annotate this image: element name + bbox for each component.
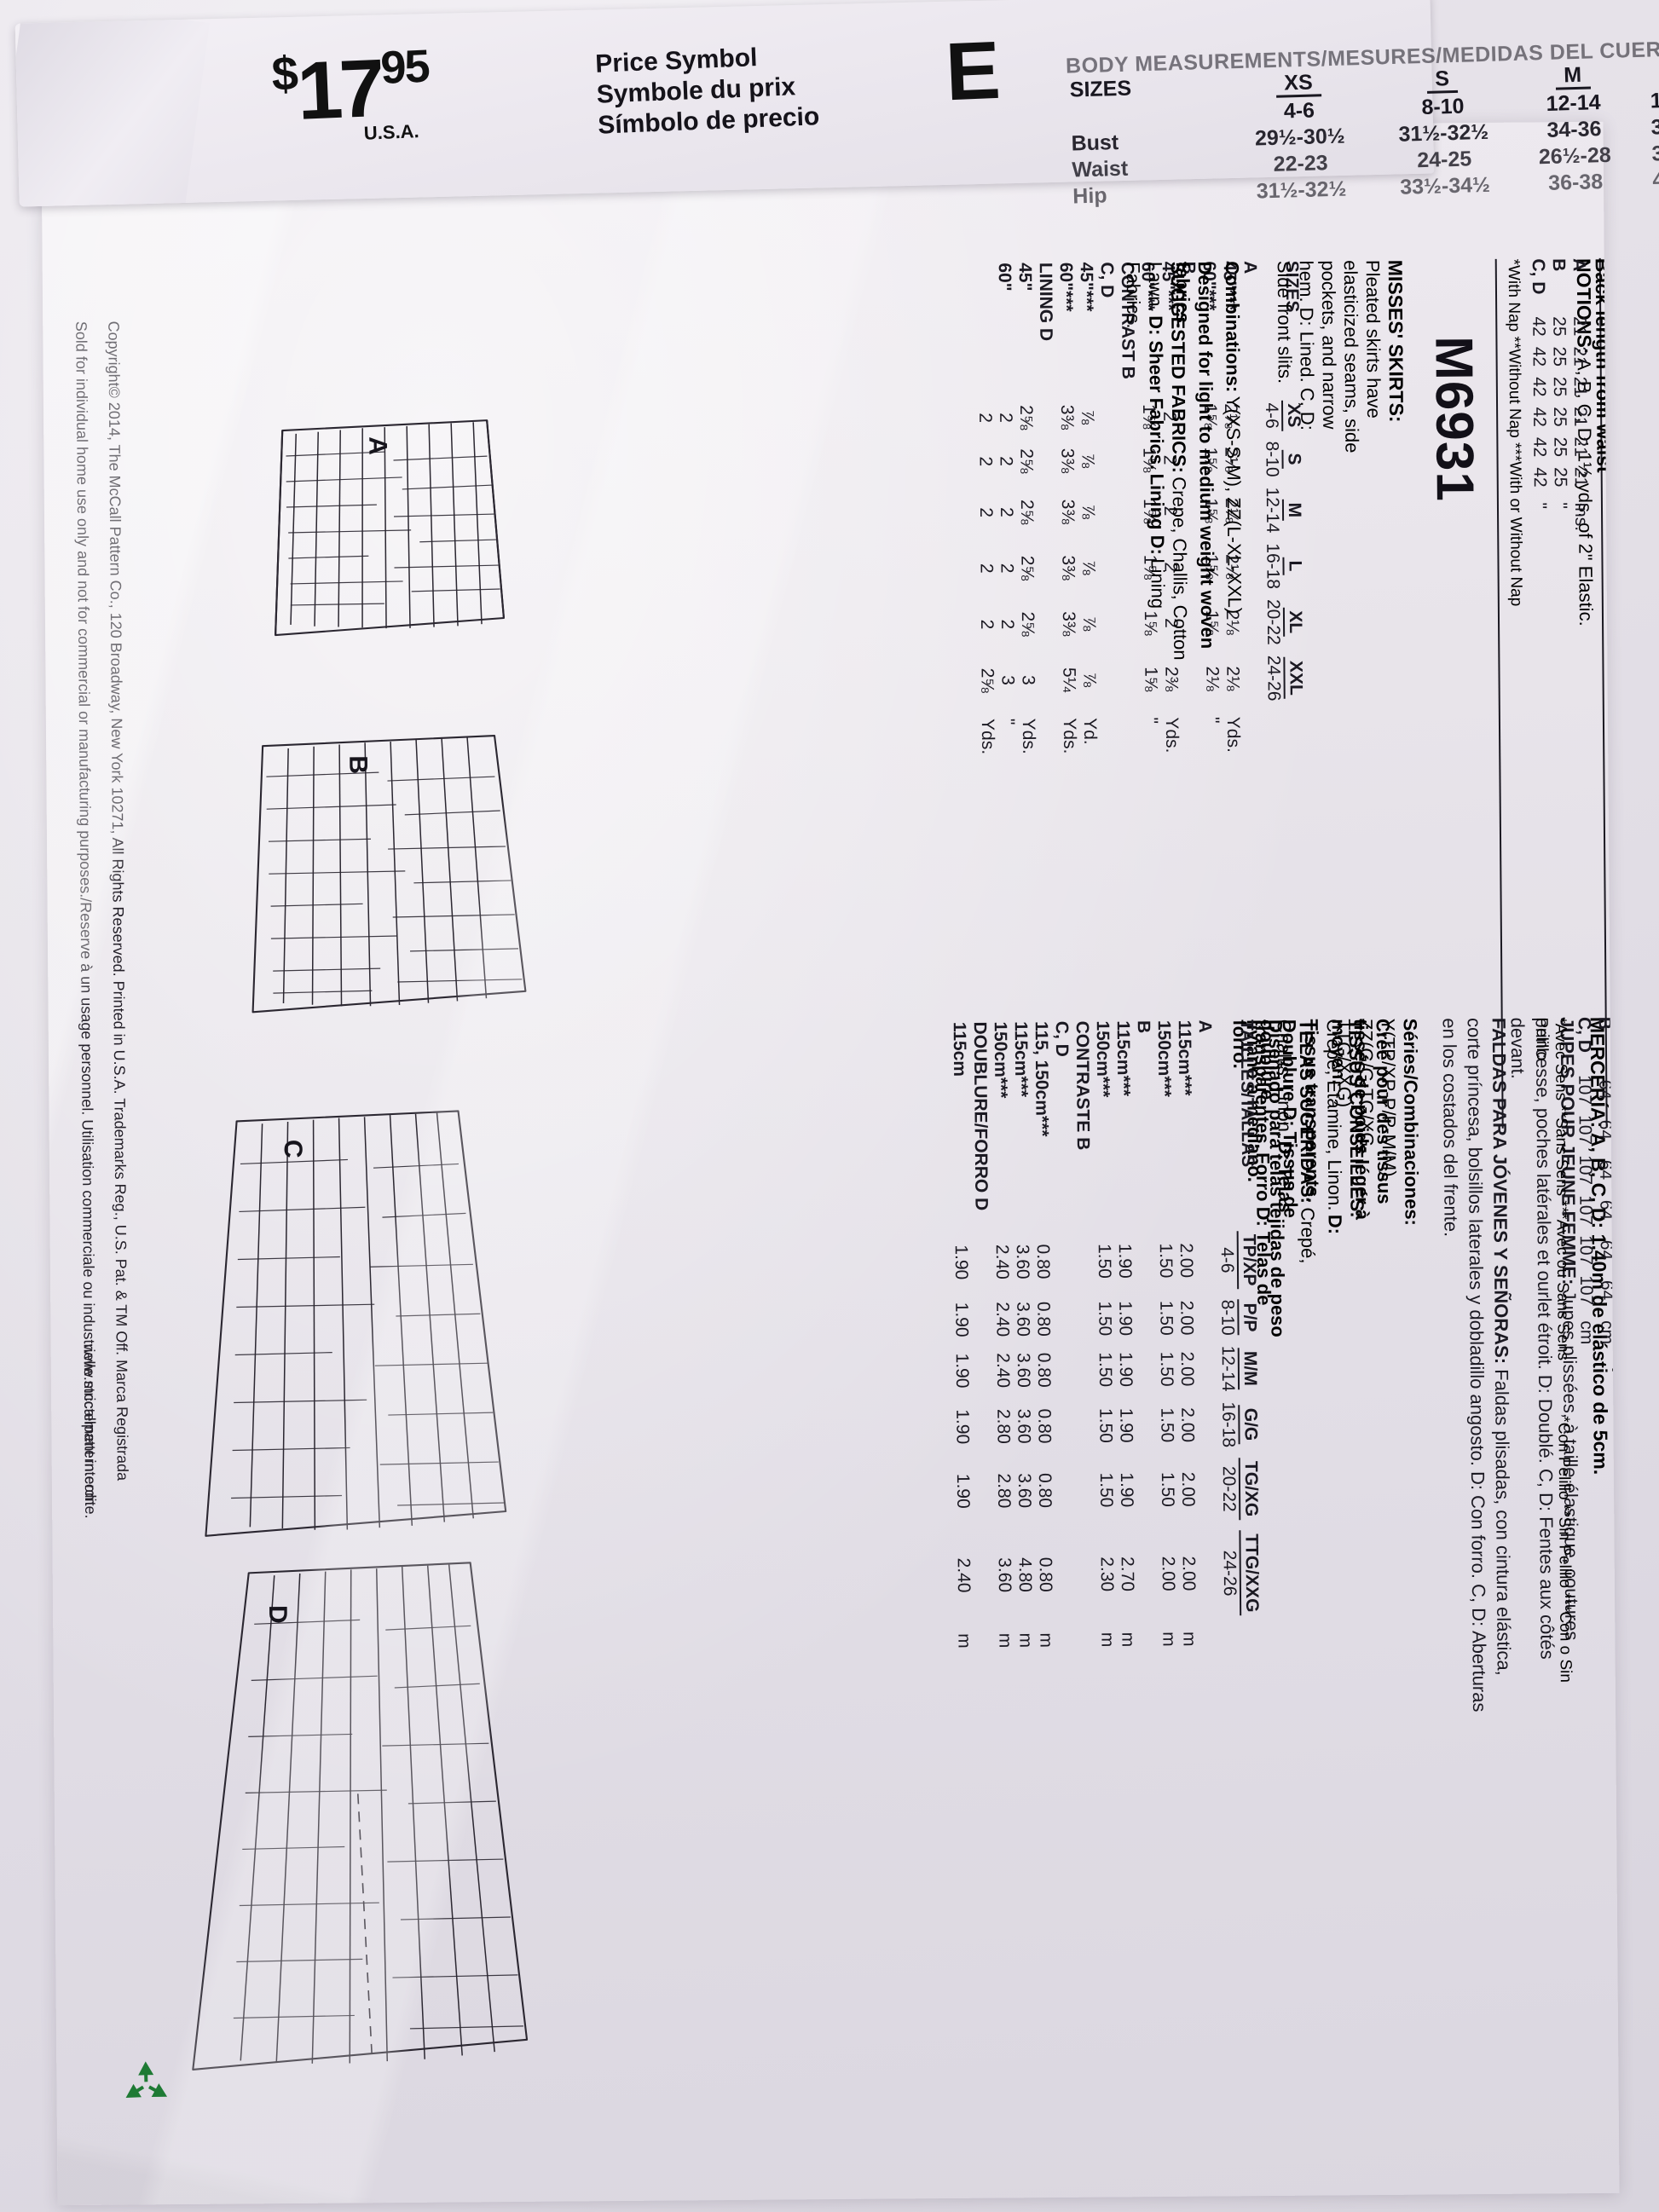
price-symbol-letter: E xyxy=(944,24,1003,118)
nap-note: *With Nap **Without Nap ***With or Witho… xyxy=(1504,258,1525,607)
size-col: S xyxy=(1370,64,1514,96)
view-label-b: B xyxy=(344,755,373,775)
table-row: 60"*** 3⅜ 3⅜ 3⅜ 3⅜ 3⅜ 5¼ Yds. xyxy=(1055,262,1080,754)
skirt-line-drawings: A B C D xyxy=(146,367,807,2128)
finished-title: FINISHED GARMENT MEASUREMENTS xyxy=(1616,257,1620,627)
pattern-desc-en: Pleated skirts have elasticized seams, s… xyxy=(1273,259,1385,453)
view-label-a: A xyxy=(363,436,392,455)
table-row: B 64 64 64 64 64 64 cm xyxy=(1594,1016,1617,1345)
pattern-envelope-back: A B C D SIZES XS S M L XL XXL xyxy=(41,121,1620,2206)
finished-table: A 21 21 21 21 21 21 Ins. B 25 25 25 25 25 25 "… xyxy=(1528,258,1592,542)
yardage-table-metric: TAILLES/TALLAS TP/XP P/P M/M G/G TG/XG T… xyxy=(949,1019,1263,1659)
table-row: A 54 54 54 54 54 54 cm xyxy=(1615,1016,1620,1345)
price-cents: 95 xyxy=(379,40,430,94)
body-measurements-chart: BODY MEASUREMENTS/MESURES/MEDIDAS DEL CU… xyxy=(1066,27,1659,210)
table-row: C, D 42 42 42 42 42 42 " xyxy=(1528,258,1550,510)
title-es: FALDAS PARA JÓVENES Y SEÑORAS: xyxy=(1488,1017,1512,1365)
finished-metric-table: A 54 54 54 54 54 54 cm B 64 64 64 64 64 64 cm … xyxy=(1574,1017,1620,1355)
table-row: B 25 25 25 25 25 25 " xyxy=(1548,258,1570,509)
lining-label: Lining D: xyxy=(1146,473,1169,555)
finished-metric: MESURES DU VÊTEMENT FINI/MEDIDAS DE LA P… xyxy=(1532,1016,1620,1724)
nap-note-fr: *Avec Sens **Sans Sens ***Avec ou Sans S… xyxy=(1551,1017,1572,1361)
copyright-text: Copyright© 2014, The McCall Pattern Co.,… xyxy=(105,321,131,1481)
view-label-d: D xyxy=(263,1604,292,1624)
price-tag: $1795 U.S.A. xyxy=(270,40,431,148)
pattern-title-en: MISSES' SKIRTS: xyxy=(1384,259,1408,423)
sizes-label: SIZES xyxy=(1069,76,1132,102)
table-row: LINING D xyxy=(1035,262,1056,342)
combinations-label: Combinations: xyxy=(1221,261,1244,393)
finished-subtitle: Back length from waist xyxy=(1591,257,1616,473)
price-dollar-sign: $ xyxy=(270,45,298,101)
metric-table: TAILLES/TALLAS TP/XP P/P M/M G/G TG/XG T… xyxy=(949,1019,1263,1659)
price-symbol-labels: Price Symbol Symbole du prix Símbolo de … xyxy=(595,40,820,141)
suggested-fabrics-label: SUGGESTED FABRICS: xyxy=(1166,261,1190,474)
body-measurements-table: SIZES XS S M L XL XXL 4-6 8-10 12-14 16-… xyxy=(1066,50,1659,211)
size-col: M xyxy=(1513,61,1632,92)
view-label-c: C xyxy=(278,1139,307,1158)
size-col: M xyxy=(1281,487,1305,543)
pattern-number: M6931 xyxy=(1424,335,1484,503)
website-link[interactable]: www.mccallpattern.com xyxy=(80,1343,100,1505)
description-es: FALDAS PARA JÓVENES Y SEÑORAS: Faldas pl… xyxy=(1437,1018,1517,1718)
size-col: L xyxy=(1282,543,1305,599)
size-col: L xyxy=(1631,58,1659,89)
footer-copyright: Copyright© 2014, The McCall Pattern Co.,… xyxy=(101,321,134,1481)
finished-garment-measurements: FINISHED GARMENT MEASUREMENTS Back lengt… xyxy=(1494,257,1620,1129)
size-col: XXL xyxy=(1283,655,1306,711)
footer-usage: Sold for individual home use only and no… xyxy=(69,321,101,1519)
combinations-en: Combinations: Y(XS-S-M), ZZ(L-XL-XXL) xyxy=(1221,261,1246,614)
recycle-icon xyxy=(125,2061,168,2098)
footer-website[interactable]: www.mccallpattern.com xyxy=(78,1344,101,1505)
size-col: XS xyxy=(1226,68,1370,101)
combinations-value: Y(XS-S-M), ZZ(L-XL-XXL) xyxy=(1222,396,1246,615)
pattern-description-en: MISSES' SKIRTS: Pleated skirts have elas… xyxy=(1273,260,1408,459)
size-col: XL xyxy=(1282,599,1306,656)
suggested-fabrics-en: SUGGESTED FABRICS: Crepe, Challis, Cotto… xyxy=(1122,262,1192,679)
usage-text: Sold for individual home use only and no… xyxy=(72,321,100,1519)
row-label-hip: Hip xyxy=(1072,183,1107,209)
line-drawing-svg xyxy=(192,419,529,2071)
sheer-note: D: Sheer Fabrics. xyxy=(1145,315,1168,471)
table-row: A 21 21 21 21 21 21 Ins. xyxy=(1569,257,1592,532)
table-row: C, D 107 107 107 107 107 107 cm xyxy=(1574,1016,1597,1345)
